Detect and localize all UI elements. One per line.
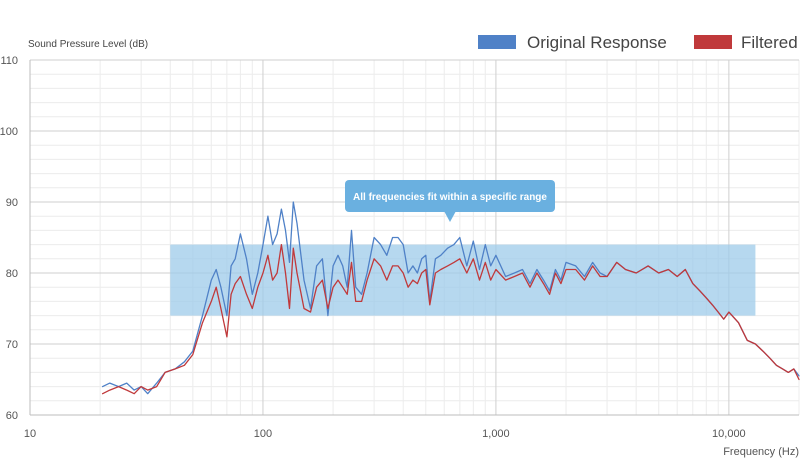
callout-box bbox=[345, 180, 555, 212]
y-tick-labels: 60 70 80 90 100 110 bbox=[0, 55, 18, 422]
y-tick-label: 70 bbox=[6, 339, 18, 351]
x-tick-labels: 10 100 1,000 10,000 bbox=[24, 428, 746, 440]
callout-text: All frequencies fit within a specific ra… bbox=[353, 192, 547, 203]
annotation-callout: All frequencies fit within a specific ra… bbox=[345, 180, 555, 222]
x-tick-label: 100 bbox=[254, 428, 272, 440]
x-tick-label: 1,000 bbox=[482, 428, 510, 440]
x-tick-label: 10 bbox=[24, 428, 36, 440]
y-tick-label: 80 bbox=[6, 268, 18, 280]
callout-pointer bbox=[444, 211, 456, 222]
y-tick-label: 100 bbox=[0, 126, 18, 138]
legend-swatch-filtered bbox=[694, 35, 732, 49]
y-tick-label: 110 bbox=[0, 55, 18, 67]
highlight-band bbox=[170, 244, 756, 316]
series-line-filtered bbox=[101, 243, 800, 395]
x-axis-label: Frequency (Hz) bbox=[723, 446, 799, 458]
x-tick-label: 10,000 bbox=[712, 428, 746, 440]
y-tick-label: 60 bbox=[6, 410, 18, 422]
y-tick-label: 90 bbox=[6, 197, 18, 209]
legend-label-original: Original Response bbox=[527, 33, 667, 52]
y-axis-label: Sound Pressure Level (dB) bbox=[28, 39, 148, 50]
legend: Original Response Filtered bbox=[478, 33, 798, 52]
legend-label-filtered: Filtered bbox=[741, 33, 798, 52]
series-layer bbox=[101, 201, 800, 395]
legend-swatch-original bbox=[478, 35, 516, 49]
